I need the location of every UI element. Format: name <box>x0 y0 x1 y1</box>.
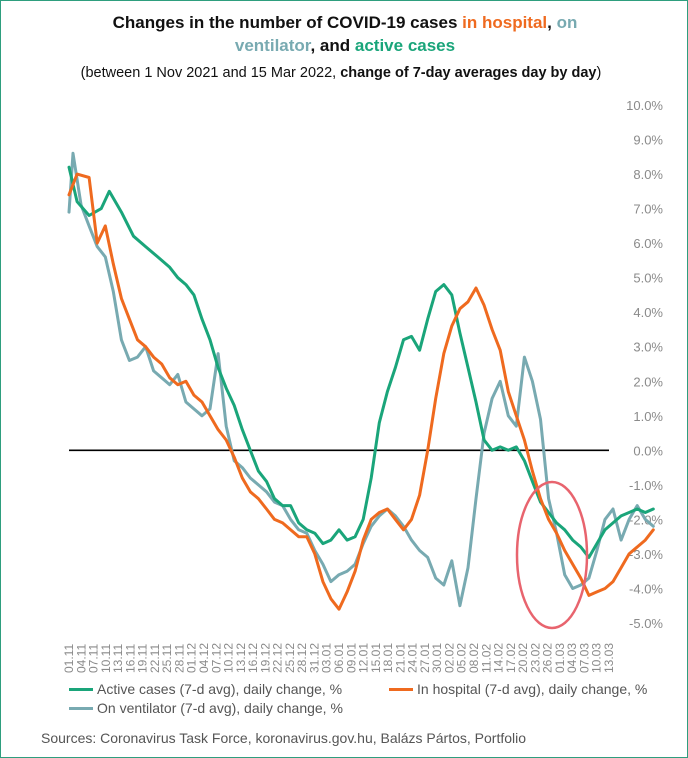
x-tick-label: 31.12 <box>307 643 321 673</box>
x-axis: 01.1104.1107.1110.1113.1116.1119.1122.11… <box>62 643 616 673</box>
x-tick-label: 14.02 <box>492 643 506 673</box>
x-tick-label: 09.01 <box>344 643 358 673</box>
line-chart: 10.0% 9.0% 8.0% 7.0% 6.0% 5.0% 4.0% 3.0% 2.0% 1.0… <box>62 98 663 673</box>
subtitle-part1: (between 1 Nov 2021 and 15 Mar 2022, <box>80 65 341 81</box>
x-tick-label: 01.11 <box>62 644 76 673</box>
title-sep2: , and <box>310 36 355 55</box>
y-tick-label: 2.0% <box>633 374 663 389</box>
y-axis: 10.0% 9.0% 8.0% 7.0% 6.0% 5.0% 4.0% 3.0% 2.0% 1.0… <box>626 98 663 631</box>
series-line-active <box>67 165 655 559</box>
y-tick-label: -4.0% <box>629 581 663 596</box>
title-ventilator-b: ventilator <box>234 36 311 55</box>
x-tick-label: 22.12 <box>271 643 285 673</box>
x-tick-label: 10.03 <box>590 643 604 673</box>
chart-title: Changes in the number of COVID-19 cases … <box>1 11 687 57</box>
series-lines <box>67 151 655 611</box>
x-tick-label: 04.12 <box>197 643 211 673</box>
x-tick-label: 23.02 <box>528 643 542 673</box>
x-tick-label: 25.12 <box>283 643 297 673</box>
series-line-ventilator <box>67 151 655 608</box>
x-tick-label: 26.02 <box>541 643 555 673</box>
y-tick-label: 5.0% <box>633 271 663 286</box>
x-tick-label: 27.01 <box>418 643 432 673</box>
legend-ventilator: On ventilator (7-d avg), daily change, % <box>69 700 343 716</box>
x-tick-label: 06.01 <box>332 643 346 673</box>
title-sep1: , <box>547 13 557 32</box>
x-tick-label: 28.11 <box>172 644 186 673</box>
x-tick-label: 02.02 <box>442 643 456 673</box>
legend-active-swatch <box>69 687 93 691</box>
subtitle-bold: change of 7-day averages day by day <box>340 65 597 81</box>
y-tick-label: 10.0% <box>626 98 663 113</box>
x-tick-label: 11.02 <box>479 644 493 673</box>
y-tick-label: 9.0% <box>633 133 663 148</box>
y-tick-label: -5.0% <box>629 616 663 631</box>
y-tick-label: 4.0% <box>633 305 663 320</box>
title-hospital: in hospital <box>462 13 548 32</box>
y-tick-label: -3.0% <box>629 547 663 562</box>
x-tick-label: 18.01 <box>381 643 395 673</box>
x-tick-label: 01.03 <box>553 643 567 673</box>
y-tick-label: 1.0% <box>633 409 663 424</box>
x-tick-label: 13.11 <box>111 644 125 673</box>
x-tick-label: 08.02 <box>467 643 481 673</box>
x-tick-label: 07.12 <box>209 643 223 673</box>
x-tick-label: 19.12 <box>258 643 272 673</box>
x-tick-label: 07.11 <box>87 644 101 673</box>
x-tick-label: 01.12 <box>185 643 199 673</box>
x-tick-label: 20.02 <box>516 643 530 673</box>
x-tick-label: 24.01 <box>406 643 420 673</box>
x-tick-label: 30.01 <box>430 643 444 673</box>
x-tick-label: 10.12 <box>222 643 236 673</box>
legend-hospital: In hospital (7-d avg), daily change, % <box>389 681 647 697</box>
y-tick-label: 7.0% <box>633 202 663 217</box>
title-part1: Changes in the number of COVID-19 cases <box>112 13 463 32</box>
x-tick-label: 13.03 <box>602 643 616 673</box>
legend-active-label: Active cases (7-d avg), daily change, % <box>97 681 343 697</box>
x-tick-label: 16.12 <box>246 643 260 673</box>
x-tick-label: 22.11 <box>148 644 162 673</box>
x-tick-label: 10.11 <box>99 644 113 673</box>
legend-active: Active cases (7-d avg), daily change, % <box>69 681 342 697</box>
legend-hospital-swatch <box>389 687 413 691</box>
legend-hospital-label: In hospital (7-d avg), daily change, % <box>417 681 648 697</box>
source-note: Sources: Coronavirus Task Force, koronav… <box>41 730 527 746</box>
title-ventilator-a: on <box>556 13 578 32</box>
x-tick-label: 07.03 <box>577 643 591 673</box>
x-tick-label: 21.01 <box>393 643 407 673</box>
highlight-circle <box>515 480 589 630</box>
x-tick-label: 05.02 <box>455 643 469 673</box>
x-tick-label: 15.01 <box>369 643 383 673</box>
x-tick-label: 13.12 <box>234 643 248 673</box>
legend-ventilator-swatch <box>69 706 93 710</box>
x-tick-label: 04.03 <box>565 643 579 673</box>
y-tick-label: -1.0% <box>629 478 663 493</box>
x-tick-label: 19.11 <box>136 644 150 673</box>
x-tick-label: 03.01 <box>320 643 334 673</box>
y-tick-label: 3.0% <box>633 340 663 355</box>
x-tick-label: 25.11 <box>160 644 174 673</box>
x-tick-label: 12.01 <box>357 643 371 673</box>
x-tick-label: 16.11 <box>123 644 137 673</box>
x-tick-label: 28.12 <box>295 643 309 673</box>
subtitle-part2: ) <box>596 65 602 81</box>
legend-ventilator-label: On ventilator (7-d avg), daily change, % <box>97 700 343 716</box>
x-tick-label: 17.02 <box>504 643 518 673</box>
x-tick-label: 04.11 <box>74 644 88 673</box>
y-tick-label: 8.0% <box>633 167 663 182</box>
title-active: active cases <box>354 36 456 55</box>
y-tick-label: 6.0% <box>633 236 663 251</box>
y-tick-label: 0.0% <box>633 443 663 458</box>
series-line-hospital <box>67 172 655 611</box>
chart-subtitle: (between 1 Nov 2021 and 15 Mar 2022, cha… <box>71 63 611 83</box>
